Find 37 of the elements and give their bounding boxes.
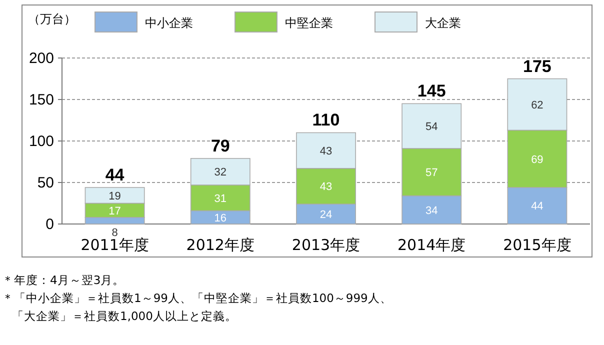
text: 「大企業」＝社員数1,000人以上と定義。	[12, 309, 237, 323]
y-tick-label: 50	[37, 174, 54, 192]
x-tick-label: 2011年度	[80, 236, 149, 254]
data-label: 43	[320, 181, 332, 194]
x-tick-label: 2015年度	[503, 236, 572, 254]
legend-label: 大企業	[425, 16, 461, 30]
data-label: 44	[531, 200, 544, 213]
y-axis-title: （万台）	[28, 12, 76, 26]
data-label: 17	[108, 205, 121, 218]
data-label: 43	[320, 146, 332, 158]
data-label: 54	[425, 121, 438, 134]
data-label: 32	[214, 166, 227, 179]
data-label: 34	[425, 204, 438, 217]
total-label: 79	[210, 136, 230, 156]
x-tick-label: 2013年度	[292, 236, 360, 254]
total-label: 44	[105, 165, 125, 184]
data-label: 31	[214, 192, 227, 205]
y-tick-label: 0	[46, 216, 54, 233]
data-label: 69	[531, 154, 544, 166]
y-tick-label: 200	[28, 50, 54, 67]
data-label: 62	[531, 99, 544, 112]
data-label: 8	[112, 227, 118, 239]
text: ＊「中小企業」＝社員数1～99人、「中堅企業」＝社員数100～999人、	[2, 291, 392, 305]
legend-label: 中堅企業	[285, 16, 333, 30]
y-tick-label: 150	[28, 92, 54, 108]
data-label: 24	[320, 209, 332, 222]
y-tick-label: 100	[28, 133, 54, 150]
total-label: 145	[417, 82, 446, 101]
text: ＊年度：4月～翌3月。	[2, 273, 125, 287]
x-tick-label: 2012年度	[186, 236, 254, 254]
data-label: 16	[214, 212, 227, 224]
total-label: 110	[312, 110, 340, 130]
data-label: 57	[425, 167, 438, 180]
x-tick-label: 2014年度	[398, 236, 466, 254]
data-label: 19	[108, 190, 121, 202]
total-label: 175	[523, 56, 552, 76]
legend-label: 中小企業	[145, 16, 193, 30]
